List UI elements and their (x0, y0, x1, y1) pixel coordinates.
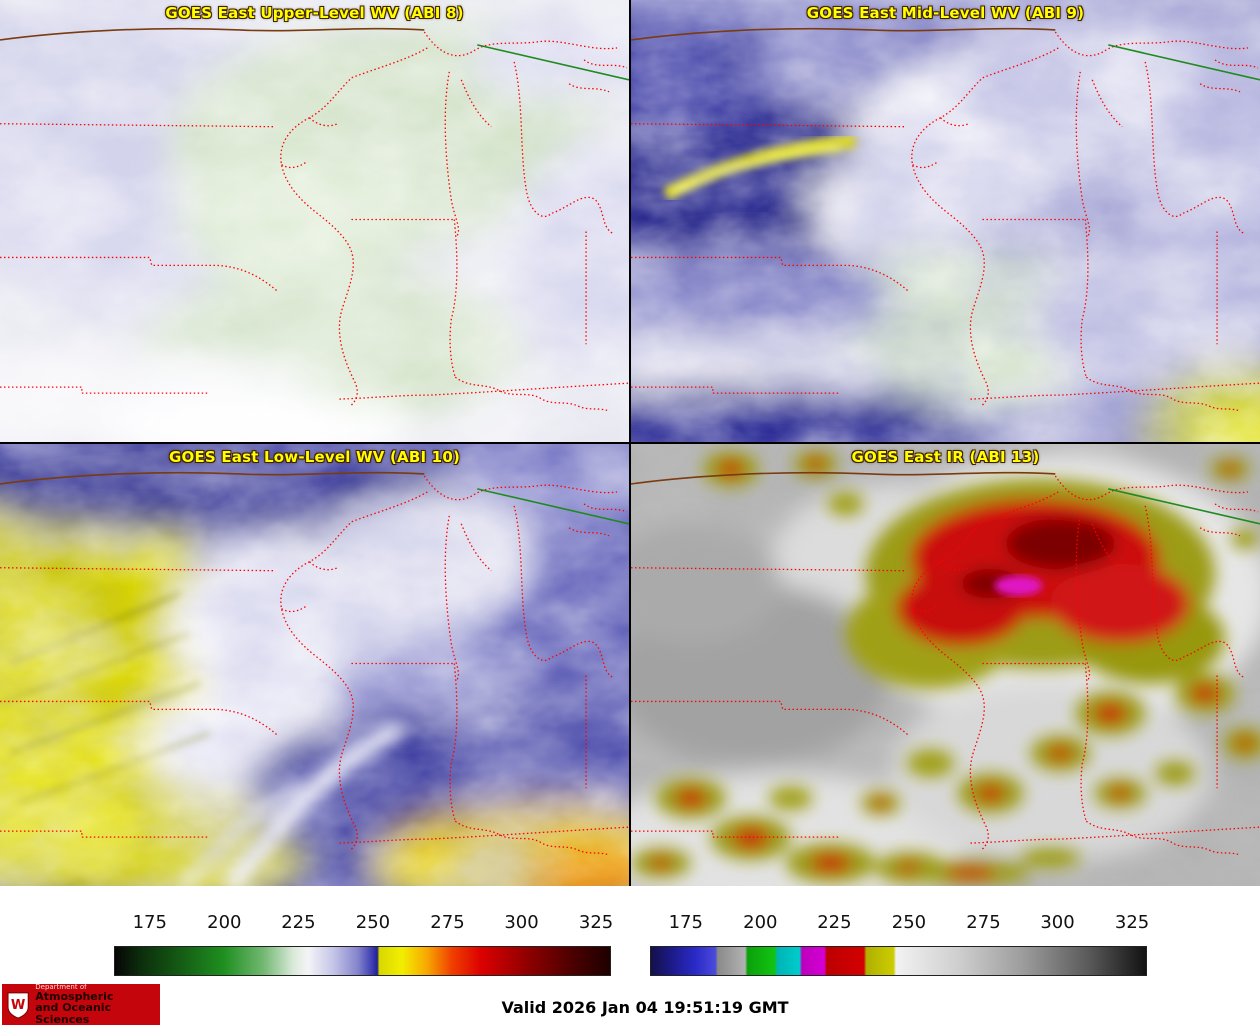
panel-abi13: GOES East IR (ABI 13) (631, 444, 1260, 886)
bottom-strip: 175 200 225 250 275 300 325 175 200 225 … (0, 886, 1260, 1027)
tick-label: 300 (504, 912, 539, 933)
wv-colorbar-group: 175 200 225 250 275 300 325 (114, 912, 614, 976)
uw-crest-letter: W (11, 998, 26, 1013)
panel-title-abi10: GOES East Low-Level WV (ABI 10) (168, 448, 461, 466)
tick-label: 250 (891, 912, 927, 933)
ir-enhanced-cold-tops (631, 449, 1260, 886)
uw-aos-logo: W Department of Atmospheric and Oceanic … (2, 982, 160, 1026)
tick-label: 250 (355, 912, 391, 933)
valid-time-label: Valid 2026 Jan 04 19:51:19 GMT (501, 998, 789, 1017)
satellite-image-abi8 (0, 0, 629, 442)
quad-panel-grid: GOES East Upper-Level WV (ABI 8) (0, 0, 1260, 886)
wv-colorbar-ticks: 175 200 225 250 275 300 325 (114, 912, 614, 936)
uw-crest-icon: W (7, 991, 29, 1019)
tick-label: 275 (430, 912, 465, 933)
logo-name-line1: Atmospheric (35, 989, 114, 1003)
panel-title-abi13: GOES East IR (ABI 13) (851, 448, 1040, 466)
tick-label: 200 (207, 912, 242, 933)
panel-abi8: GOES East Upper-Level WV (ABI 8) (0, 0, 629, 442)
tick-label: 175 (132, 912, 167, 933)
satellite-image-abi13 (631, 444, 1260, 886)
panel-abi9: GOES East Mid-Level WV (ABI 9) (631, 0, 1260, 442)
logo-name-line2: and Oceanic Sciences (35, 1001, 112, 1026)
tick-label: 300 (1040, 912, 1075, 933)
tick-label: 175 (668, 912, 703, 933)
ir-colorbar-ticks: 175 200 225 250 275 300 325 (650, 912, 1150, 936)
tick-label: 275 (966, 912, 1001, 933)
ir-coldest-top-magenta (994, 575, 1043, 596)
tick-label: 325 (1114, 912, 1150, 933)
panel-abi10: GOES East Low-Level WV (ABI 10) (0, 444, 629, 886)
satellite-image-abi9 (631, 0, 1260, 442)
satellite-image-abi10 (0, 444, 629, 886)
tick-label: 225 (817, 912, 852, 933)
panel-title-abi9: GOES East Mid-Level WV (ABI 9) (806, 4, 1085, 22)
tick-label: 325 (578, 912, 614, 933)
ir-colorbar-group: 175 200 225 250 275 300 325 (650, 912, 1150, 976)
tick-label: 200 (743, 912, 778, 933)
wv-colorbar (114, 946, 611, 976)
logo-text: Department of Atmospheric and Oceanic Sc… (35, 982, 160, 1026)
logo-dept-line: Department of (35, 982, 87, 991)
tick-label: 225 (281, 912, 316, 933)
panel-title-abi8: GOES East Upper-Level WV (ABI 8) (165, 4, 464, 22)
ir-colorbar (650, 946, 1147, 976)
